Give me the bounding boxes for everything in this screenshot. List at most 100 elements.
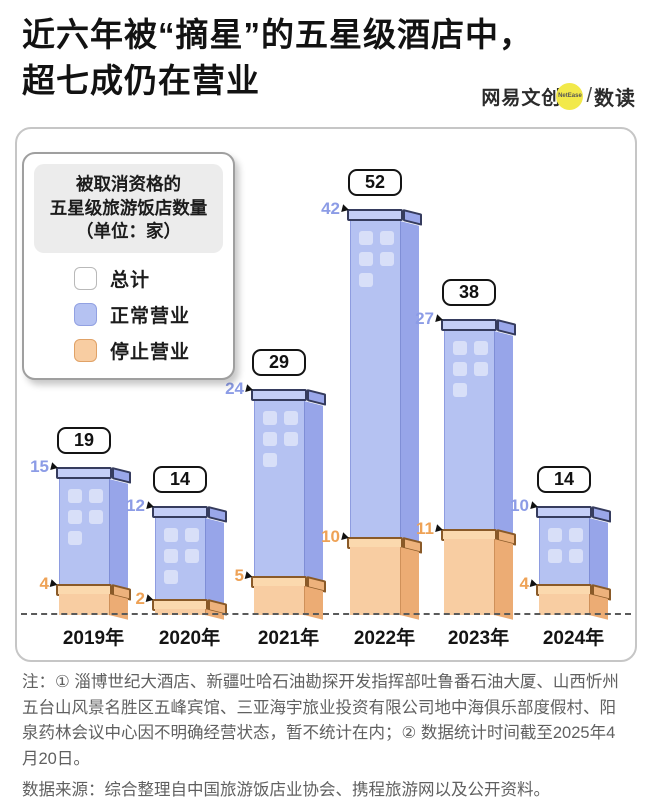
window-icon [185,528,199,542]
legend-title-line1: 被取消资格的 [76,174,181,194]
open-segment [444,331,494,529]
pointer-arrow-icon [50,579,59,589]
pointer-arrow-icon [530,501,539,511]
legend-swatch-closed [74,338,97,362]
pointer-arrow-icon [341,204,350,214]
x-axis-label-2024年: 2024年 [542,628,605,649]
pointer-arrow-icon [245,384,254,394]
total-value: 38 [458,282,480,302]
legend-item-open: 正常营业 [74,301,223,328]
page-title: 近六年被“摘星”的五星级酒店中， 超七成仍在营业 [22,12,622,103]
closed-segment [350,547,400,615]
roof-cap [251,389,307,401]
legend-item-total: 总计 [74,265,223,292]
pointer-arrow-icon [50,462,59,472]
roof-cap [152,506,208,518]
total-sign: 14 [537,466,591,493]
window-icon [68,489,82,503]
open-segment-side [205,518,224,604]
closed-segment [59,594,109,615]
open-segment [350,221,400,537]
pointer-arrow-icon [341,532,350,542]
window-icon [474,341,488,355]
window-icon [569,528,583,542]
open-segment-side [304,401,323,581]
roof-cap [56,467,112,479]
legend-items: 总计正常营业停止营业 [34,265,223,364]
footnote-text: 注：① 淄博世纪大酒店、新疆吐哈石油勘探开发指挥部吐鲁番石油大厦、山西忻州五台山… [22,673,619,768]
legend-label-open: 正常营业 [110,305,191,327]
open-segment [254,401,304,576]
pointer-arrow-icon [245,571,254,581]
legend-swatch-open [74,302,97,326]
window-icon [164,570,178,584]
window-icon [359,273,373,287]
total-sign: 52 [348,169,402,196]
building-2022年: 52 [347,169,422,620]
building-2020年: 14 [152,466,227,620]
closed-value-label: 11 [416,519,444,539]
x-axis-labels: 2019年 2020年 2021年 2022年 2023年 2024年 [17,623,635,653]
pointer-arrow-icon [146,594,155,604]
closed-value-label: 4 [520,574,539,594]
title-line-1: 近六年被“摘星”的五星级酒店中， [22,16,533,53]
x-axis-baseline [21,613,631,615]
pointer-arrow-icon [530,579,539,589]
logo-slash: / [586,84,592,107]
open-value-label: 24 [225,379,254,399]
logo-brand-text: 网易文创 [481,87,562,109]
chart-plot-area: 19 15 4 14 12 2 29 24 5 52 42 10 38 27 11 14 10 4 [17,129,635,620]
closed-value-label: 2 [136,589,155,609]
window-icon [263,432,277,446]
netease-shudu-logo: 网易文创 NetEase / 数读 [481,82,636,110]
window-icon [453,383,467,397]
logo-product-text: 数读 [594,87,636,110]
legend-item-closed: 停止营业 [74,337,223,364]
pointer-arrow-icon [435,524,444,534]
closed-segment-side [109,594,128,620]
total-sign: 29 [252,349,306,376]
total-value: 14 [553,469,575,489]
x-axis-label-2020年: 2020年 [158,628,221,649]
open-value-label: 10 [510,496,539,516]
closed-value-label: 10 [321,527,350,547]
window-icon [68,531,82,545]
footnotes: 注：① 淄博世纪大酒店、新疆吐哈石油勘探开发指挥部吐鲁番石油大厦、山西忻州五台山… [22,670,630,800]
window-icon [164,549,178,563]
legend-label-total: 总计 [110,269,151,291]
total-value: 29 [268,352,290,372]
window-icon [569,549,583,563]
open-value-label: 27 [415,309,444,329]
open-value-label: 42 [321,199,350,219]
legend-title-line3: （单位：家） [76,221,181,242]
window-icon [284,411,298,425]
window-icon [548,549,562,563]
closed-segment [155,609,205,615]
pointer-arrow-icon [146,501,155,511]
window-icon [284,432,298,446]
data-source-text: 数据来源：综合整理自中国旅游饭店业协会、携程旅游网以及公开资料。 [22,781,550,800]
total-sign: 38 [442,279,496,306]
window-icon [89,510,103,524]
closed-segment [539,594,589,615]
roof-cap [441,319,497,331]
window-icon [89,489,103,503]
roof-cap [536,506,592,518]
window-icon [359,231,373,245]
window-icon [359,252,373,266]
title-line-2: 超七成仍在营业 [22,61,260,99]
total-value: 14 [169,469,191,489]
closed-value-label: 5 [235,566,254,586]
open-segment [59,479,109,584]
open-value-label: 15 [30,457,59,477]
window-icon [68,510,82,524]
window-icon [263,411,277,425]
open-segment-side [589,518,608,589]
window-icon [263,453,277,467]
building-2021年: 29 [251,349,326,620]
open-segment [539,518,589,584]
window-icon [453,362,467,376]
window-icon [380,231,394,245]
netease-badge-icon: NetEase [556,82,584,110]
